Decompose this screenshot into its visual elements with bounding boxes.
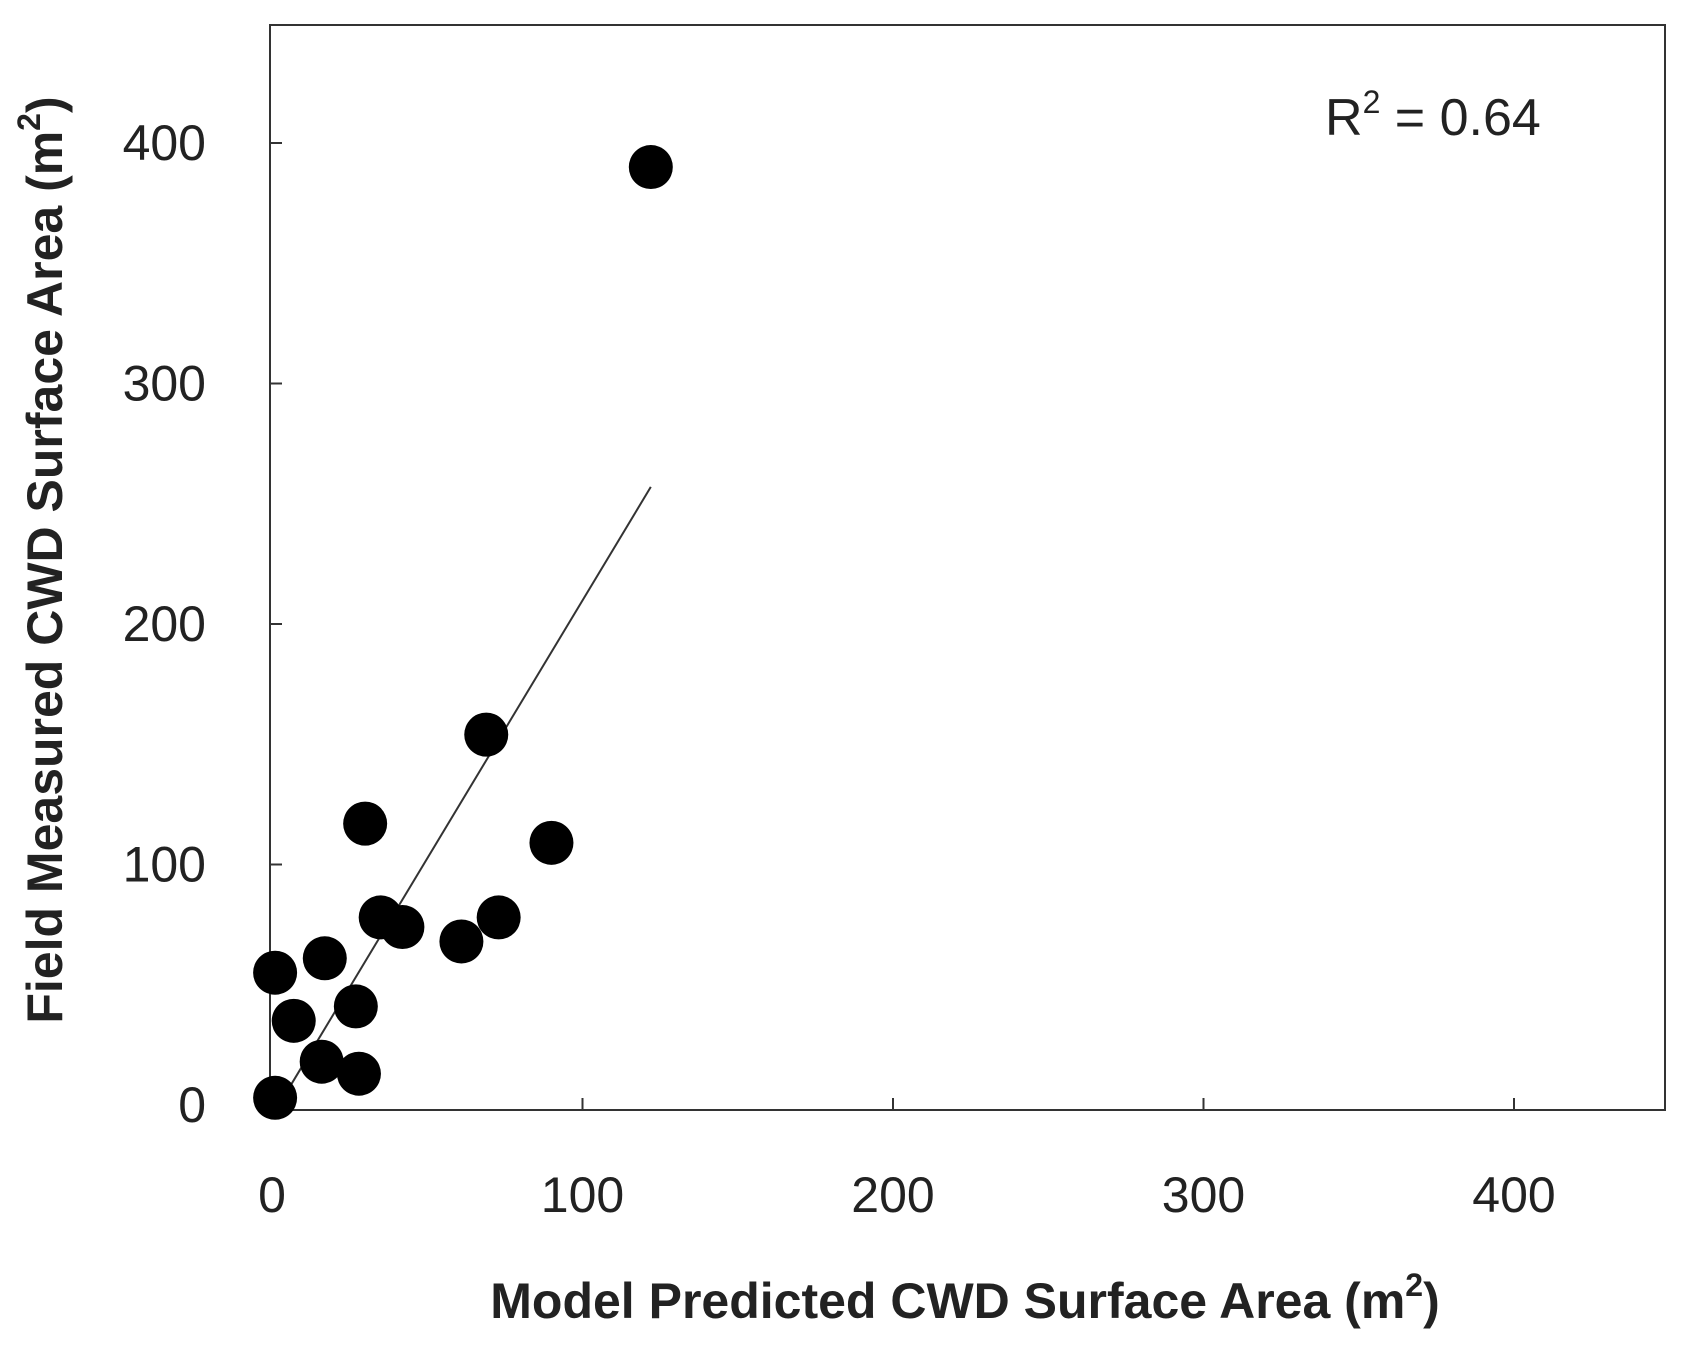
data-point [336,1051,381,1096]
data-point [476,895,521,940]
data-point [253,1075,298,1120]
data-point [253,950,298,995]
x-tick-label: 0 [258,1167,286,1223]
data-point [299,1039,344,1084]
data-point [628,145,673,190]
y-axis-ticks: 0 100 200 300 400 [123,115,282,1133]
x-tick-label: 400 [1472,1167,1555,1223]
data-point [380,905,425,950]
data-point [343,801,388,846]
y-tick-label: 300 [123,356,206,412]
y-tick-label: 100 [123,837,206,893]
data-points [253,145,673,1120]
x-tick-label: 100 [541,1167,624,1223]
data-point [333,984,378,1029]
x-axis-ticks: 0 100 200 300 400 [258,1098,1556,1223]
x-axis-title: Model Predicted CWD Surface Area (m2) [490,1267,1439,1329]
data-point [529,820,574,865]
y-tick-label: 400 [123,115,206,171]
data-point [302,936,347,981]
data-point [271,998,316,1043]
x-tick-label: 300 [1162,1167,1245,1223]
y-tick-label: 200 [123,596,206,652]
r-squared-annotation: R2 = 0.64 [1325,84,1541,147]
data-point [464,712,509,757]
y-axis-title: Field Measured CWD Surface Area (m2) [11,96,73,1023]
data-point [439,919,484,964]
x-tick-label: 200 [851,1167,934,1223]
y-tick-label: 0 [178,1077,206,1133]
